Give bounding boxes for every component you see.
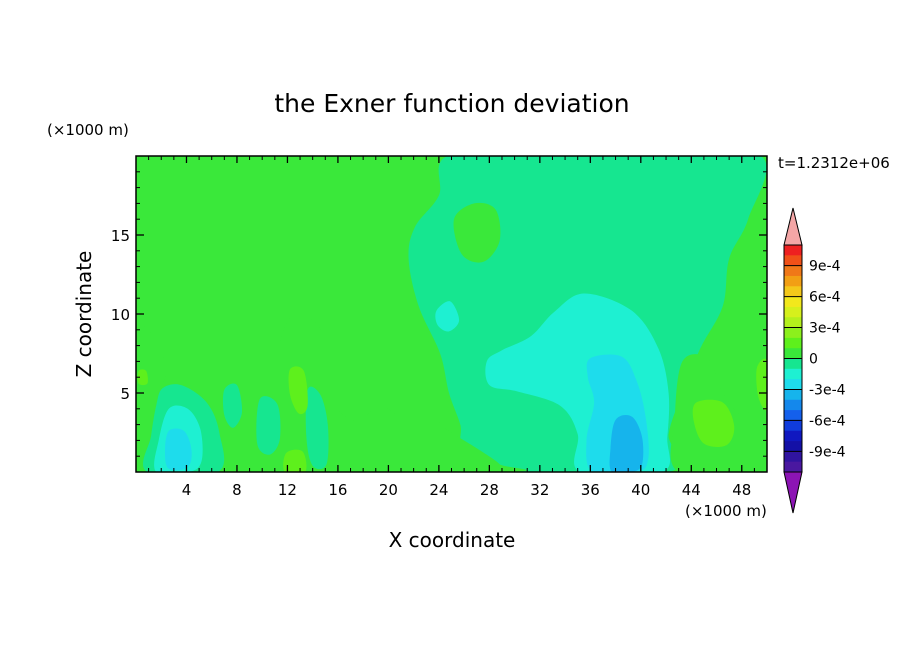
colorbar-swatch <box>784 420 802 432</box>
colorbar-swatch <box>784 451 802 463</box>
colorbar-swatch <box>784 286 802 297</box>
y-tick-label: 10 <box>111 306 130 324</box>
contour-region <box>288 366 308 415</box>
contour-fill-layer <box>136 156 767 472</box>
contour-region <box>453 202 501 263</box>
x-tick-label: 48 <box>732 481 751 499</box>
colorbar-tick-label: 3e-4 <box>809 321 841 337</box>
colorbar-tick-label: -3e-4 <box>809 382 846 398</box>
x-tick-label: 28 <box>480 481 499 499</box>
x-tick-label: 36 <box>581 481 600 499</box>
colorbar-swatch <box>784 461 802 473</box>
x-tick-label: 24 <box>429 481 448 499</box>
x-axis: 4 8 12 16 20 24 28 32 36 40 44 48 <box>148 156 755 499</box>
colorbar-swatch <box>784 441 802 452</box>
colorbar-swatch <box>784 317 802 328</box>
contour-region <box>283 449 307 472</box>
colorbar-tick-label: 6e-4 <box>809 290 841 306</box>
y-tick-label: 15 <box>111 227 130 245</box>
x-tick-label: 12 <box>278 481 297 499</box>
y-axis-label: Z coordinate <box>72 251 96 378</box>
colorbar-tick-label: 0 <box>809 352 818 368</box>
colorbar-tick-label: -9e-4 <box>809 444 846 460</box>
contour-region <box>136 315 528 472</box>
colorbar-swatch <box>784 358 802 370</box>
colorbar-swatch <box>784 275 802 287</box>
y-tick-label: 5 <box>120 385 130 403</box>
contour-region <box>222 383 243 428</box>
colorbar-swatch <box>784 306 802 318</box>
contour-region <box>137 369 148 386</box>
colorbar-swatch <box>784 389 802 401</box>
colorbar-swatch <box>784 430 802 442</box>
chart-title: the Exner function deviation <box>274 89 629 118</box>
colorbar-swatch <box>784 337 802 349</box>
colorbar: 9e-4 6e-4 3e-4 0 -3e-4 -6e-4 -9e-4 <box>783 207 846 514</box>
contour-region <box>305 386 329 470</box>
x-tick-label: 8 <box>232 481 242 499</box>
colorbar-swatch <box>784 379 802 390</box>
colorbar-swatch <box>784 410 802 421</box>
colorbar-over-triangle <box>783 207 803 246</box>
contour-region <box>609 415 644 472</box>
colorbar-swatch <box>784 348 802 359</box>
contour-region <box>435 301 460 332</box>
y-unit-label: (×1000 m) <box>47 121 129 139</box>
x-unit-label: (×1000 m) <box>685 502 767 520</box>
time-label: t=1.2312e+06 <box>778 154 890 172</box>
colorbar-swatch <box>784 265 802 277</box>
colorbar-swatch <box>784 296 802 308</box>
colorbar-swatch <box>784 399 802 411</box>
colorbar-swatch <box>784 255 802 267</box>
colorbar-tick-label: -6e-4 <box>809 413 846 429</box>
contour-region <box>756 358 767 411</box>
colorbar-swatch <box>784 245 802 256</box>
colorbar-swatch <box>784 327 802 339</box>
x-axis-label: X coordinate <box>389 528 516 552</box>
x-tick-label: 44 <box>682 481 701 499</box>
x-tick-label: 32 <box>530 481 549 499</box>
colorbar-under-triangle <box>783 471 803 514</box>
colorbar-tick-label: 9e-4 <box>809 259 841 275</box>
y-axis: 5 10 15 <box>111 171 767 457</box>
contour-region <box>256 396 281 455</box>
x-tick-label: 40 <box>631 481 650 499</box>
x-tick-label: 20 <box>379 481 398 499</box>
colorbar-swatch <box>784 368 802 380</box>
x-tick-label: 16 <box>328 481 347 499</box>
contour-region <box>165 428 192 471</box>
x-tick-label: 4 <box>182 481 192 499</box>
contour-region <box>692 399 735 447</box>
